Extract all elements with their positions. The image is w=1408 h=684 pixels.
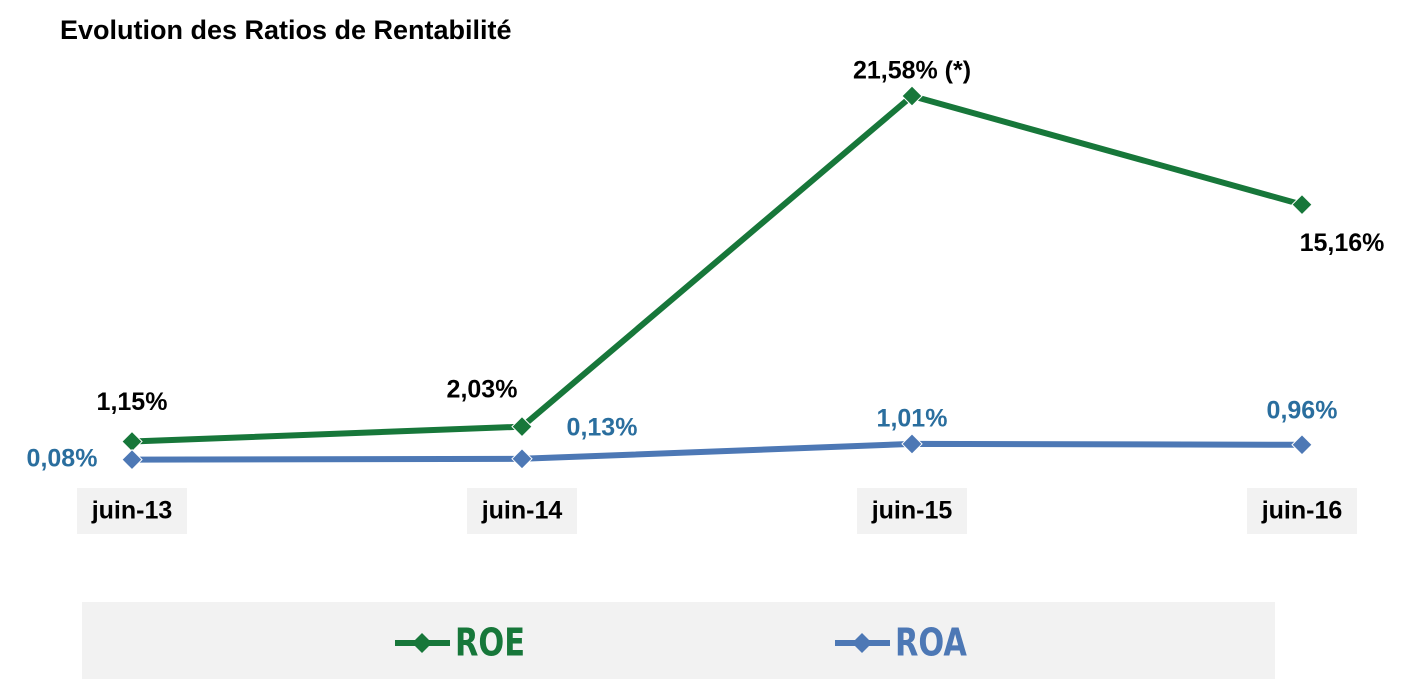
data-label: 2,03%: [447, 375, 518, 403]
marker: [121, 430, 143, 453]
data-label: 15,16%: [1300, 229, 1385, 257]
x-label-background: [467, 488, 577, 534]
marker: [901, 85, 923, 107]
legend-marker: [852, 633, 872, 653]
data-label: 0,96%: [1267, 396, 1338, 424]
x-tick-label: juin-15: [871, 497, 953, 525]
data-label: 1,15%: [97, 388, 168, 416]
marker: [121, 448, 143, 471]
data-label: 0,13%: [567, 413, 638, 441]
x-tick-label: juin-16: [1261, 497, 1343, 525]
marker: [901, 433, 923, 455]
data-label: 1,01%: [877, 405, 948, 433]
marker: [511, 448, 533, 470]
marker: [1291, 193, 1313, 216]
x-tick-label: juin-13: [91, 497, 173, 525]
x-tick-label: juin-14: [481, 497, 563, 525]
series-line: [131, 440, 1303, 463]
x-label-background: [1247, 488, 1357, 534]
series-line: [131, 93, 1303, 445]
x-label-background: [857, 488, 967, 534]
marker: [1291, 434, 1313, 456]
legend-label: ROE: [455, 621, 525, 665]
legend-marker: [412, 633, 432, 653]
chart-title: Evolution des Ratios de Rentabilité: [60, 15, 512, 45]
marker: [511, 415, 533, 438]
x-label-background: [77, 488, 187, 534]
legend-background: [82, 602, 1275, 679]
data-label: 21,58% (*): [853, 57, 971, 85]
data-label: 0,08%: [27, 444, 98, 472]
legend-label: ROA: [895, 621, 967, 665]
